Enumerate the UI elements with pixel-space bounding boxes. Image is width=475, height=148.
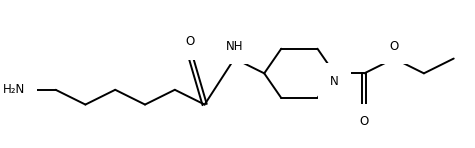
Text: H₂N: H₂N xyxy=(3,83,25,96)
Text: N: N xyxy=(330,75,339,88)
Text: O: O xyxy=(390,40,399,53)
Text: O: O xyxy=(185,35,194,48)
Text: O: O xyxy=(360,115,369,128)
Text: NH: NH xyxy=(226,40,243,53)
